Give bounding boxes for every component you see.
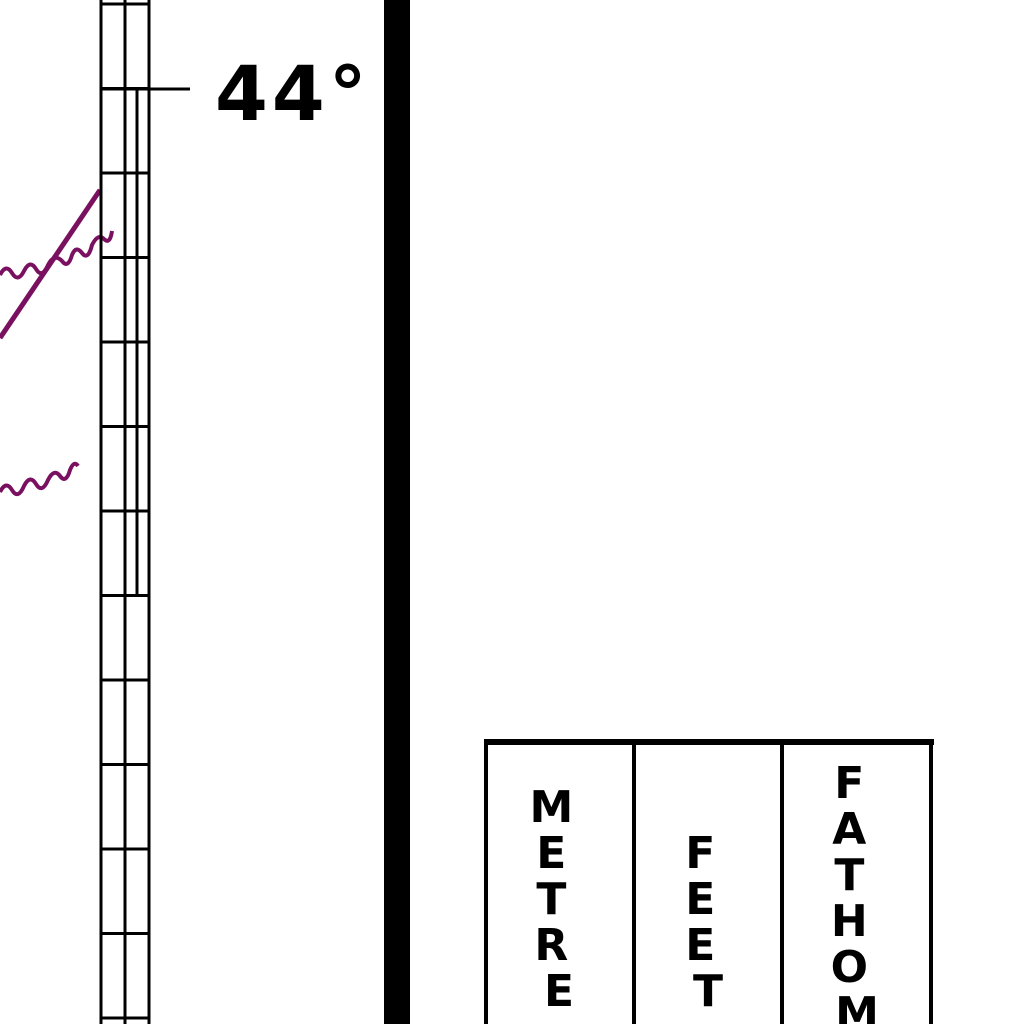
unit-letter: A (832, 804, 866, 855)
scale-ticks (101, 2, 149, 1020)
contour-line-wavy-upper (0, 230, 114, 280)
neatline (384, 0, 410, 1024)
latitude-label: 44° (215, 49, 371, 138)
unit-letter: M (529, 782, 573, 833)
unit-column-feet: F E E T (685, 828, 730, 1017)
unit-column-metre: M E T R E (529, 782, 588, 1017)
unit-letter: H (831, 896, 868, 947)
depth-units-table: M E T R E F E E T F A T H O M (484, 739, 934, 1029)
contour-lines (0, 188, 114, 497)
unit-letter: R (534, 920, 568, 971)
unit-letter: F (685, 828, 715, 879)
contour-line-wavy-lower (0, 461, 80, 497)
unit-letter: E (685, 874, 715, 925)
unit-letter: T (834, 850, 864, 901)
unit-letter: F (834, 758, 864, 809)
unit-letter: E (685, 920, 715, 971)
unit-column-fathom: F A T H O M (831, 758, 884, 1024)
unit-letter: E (536, 828, 566, 879)
unit-letter: T (693, 966, 723, 1017)
unit-letter: M (835, 988, 879, 1024)
unit-letter: O (831, 942, 868, 993)
unit-letter: T (536, 874, 566, 925)
latitude-border-scale (99, 0, 190, 1024)
unit-letter: E (544, 966, 574, 1017)
